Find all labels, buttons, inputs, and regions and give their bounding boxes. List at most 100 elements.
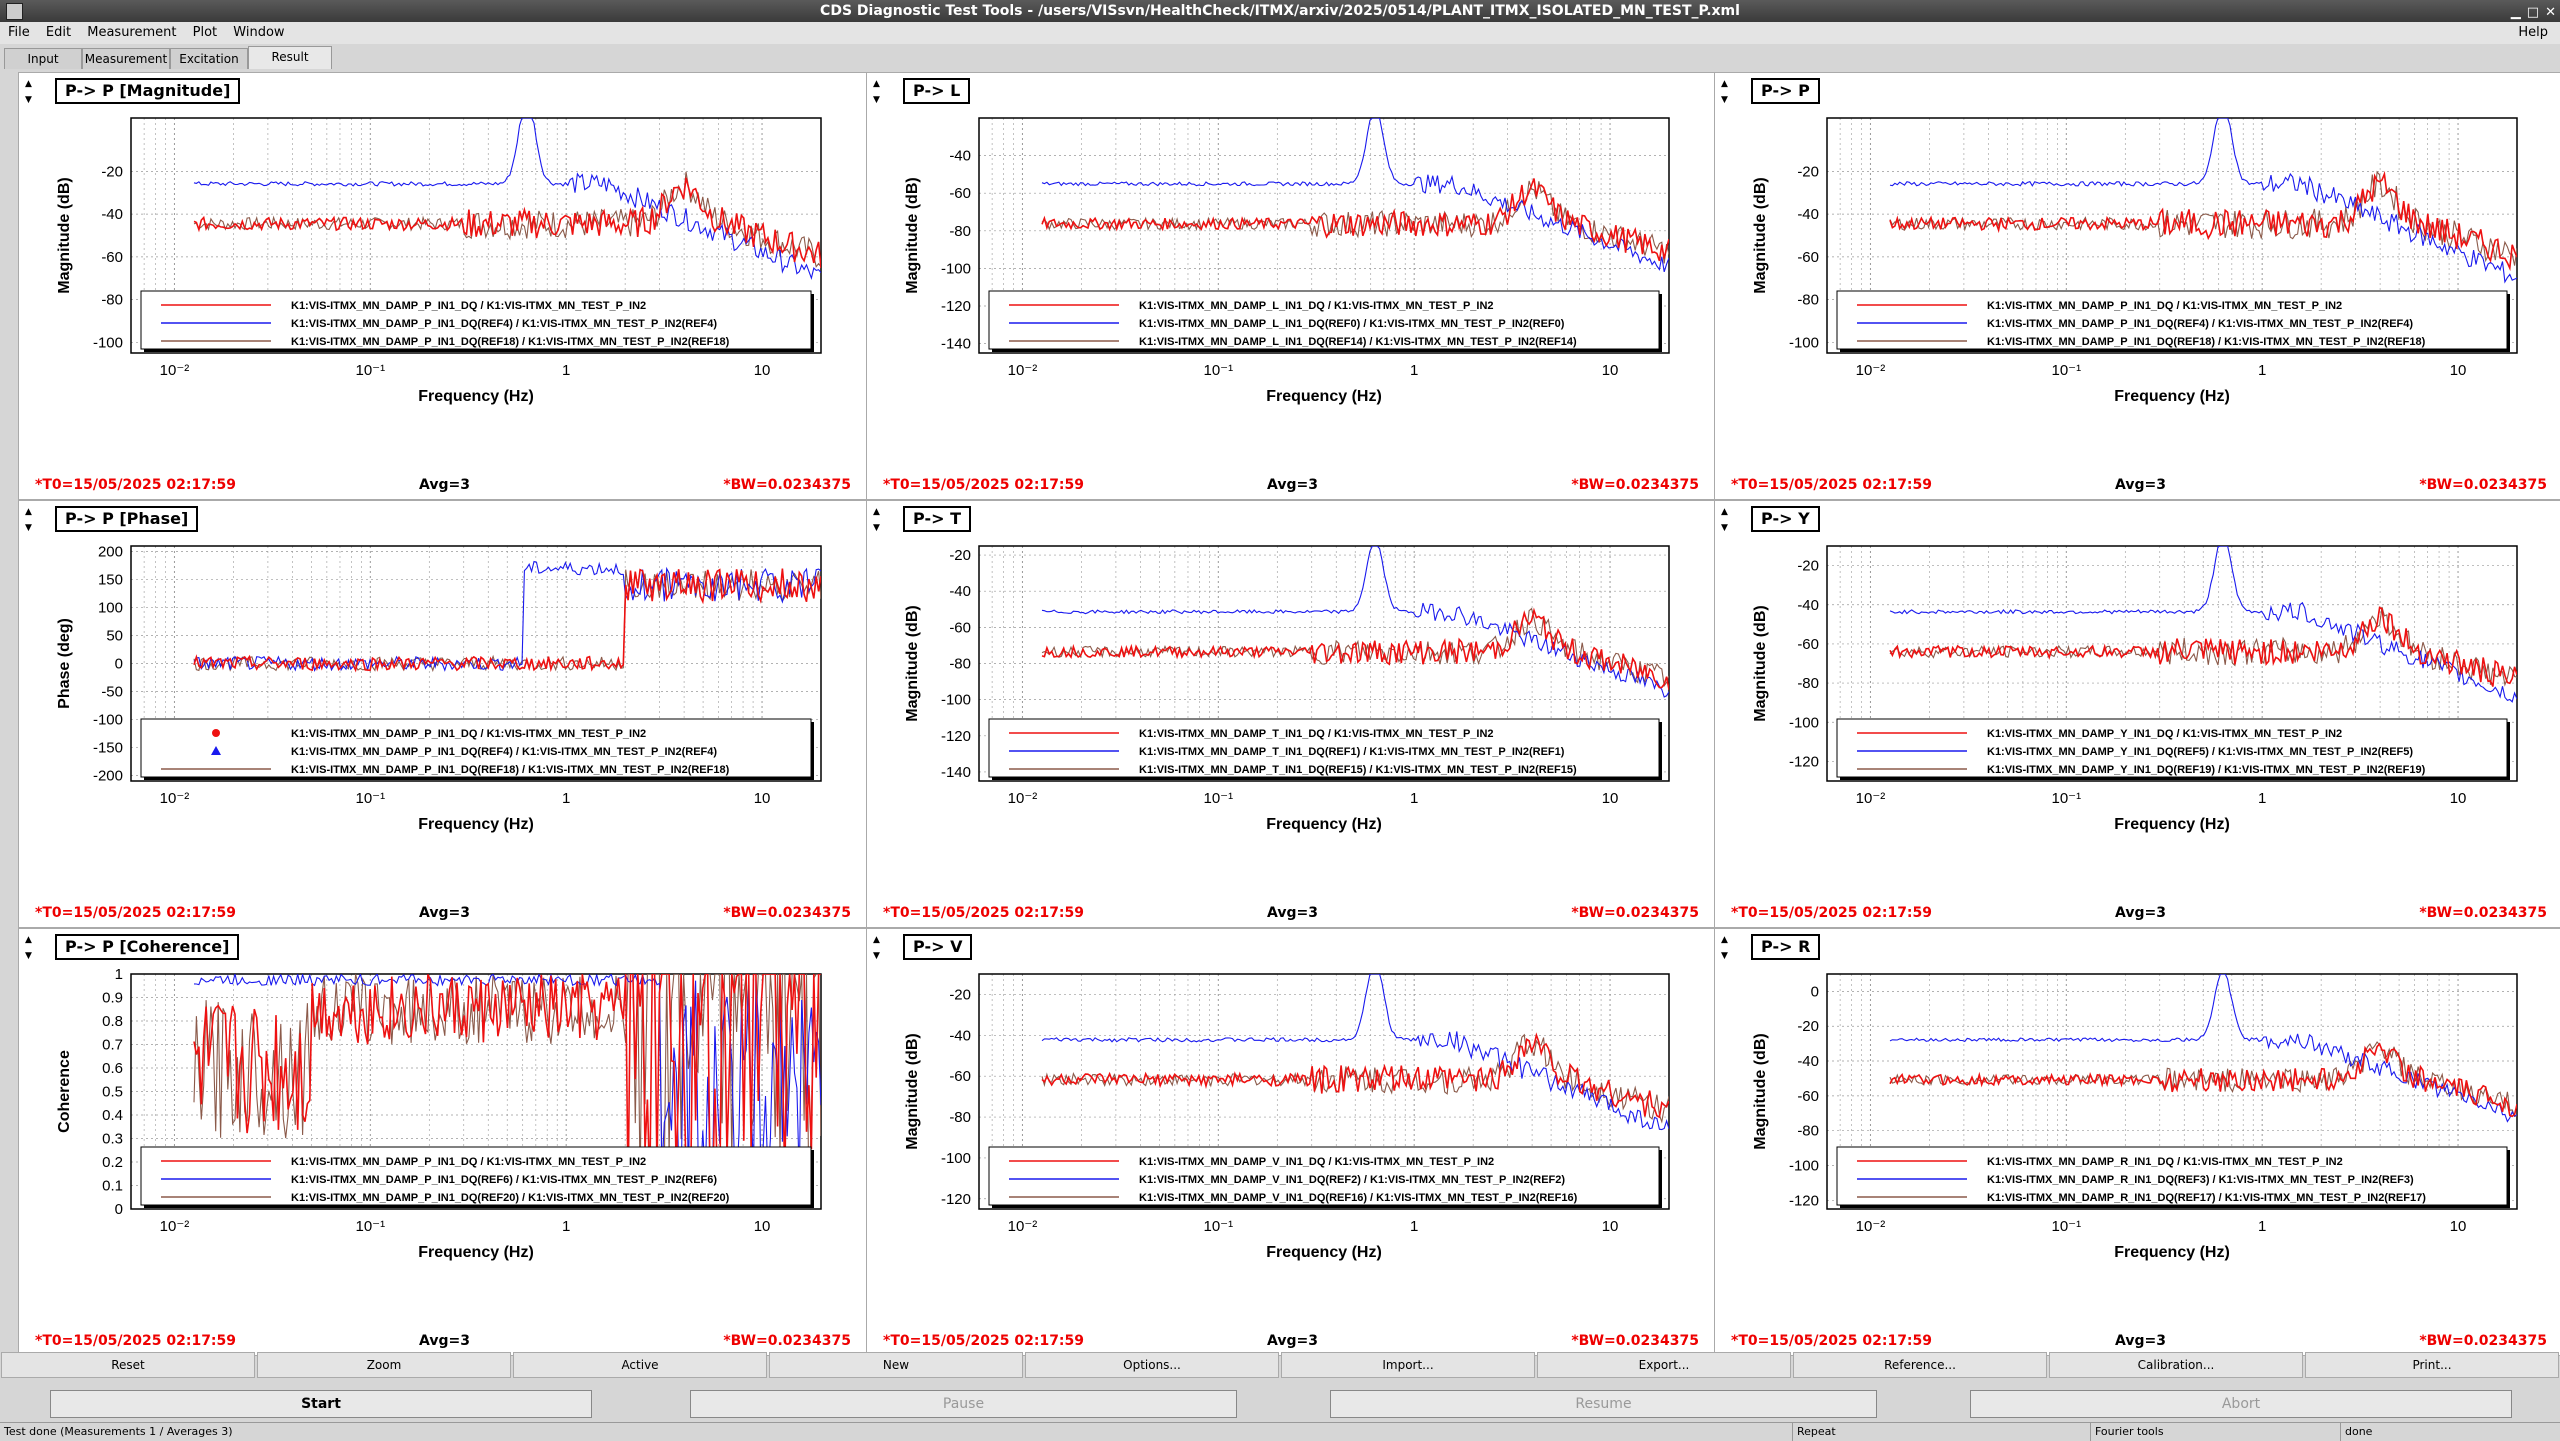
plot-frame	[130, 117, 822, 354]
panel-scroll-down-icon[interactable]: ▼	[25, 951, 32, 961]
menu-file[interactable]: File	[8, 25, 30, 40]
panel-title[interactable]: P-> P [Coherence]	[55, 934, 240, 960]
panel-scroll-up-icon[interactable]: ▲	[1721, 935, 1728, 945]
t0-label: *T0=15/05/2025 02:17:59	[35, 1333, 237, 1349]
panel-title[interactable]: P-> P [Magnitude]	[55, 78, 241, 104]
status-repeat: Repeat	[1792, 1423, 1836, 1441]
plot-canvas[interactable]: -20 -40 -60 -80 -100 -120 10⁻² 10⁻¹ 1 10 Frequency…	[1715, 501, 2560, 901]
panel-scroll-up-icon[interactable]: ▲	[1721, 507, 1728, 517]
panel-title[interactable]: P-> T	[903, 506, 971, 532]
pause-button[interactable]: Pause	[690, 1390, 1237, 1418]
avg-label: Avg=3	[1267, 905, 1318, 921]
panel-scroll-up-icon[interactable]: ▲	[25, 507, 32, 517]
series-trace	[1889, 546, 2517, 703]
plot-panel: ▲ ▼ P-> P -20 -40 -60 -80 -100 10⁻² 10⁻¹ 1 10 Freque…	[1714, 72, 2560, 500]
panel-title[interactable]: P-> V	[903, 934, 973, 960]
legend-entry: K1:VIS-ITMX_MN_DAMP_R_IN1_DQ(REF17) / K1…	[1987, 1192, 2426, 1204]
tab-measurement[interactable]: Measurement	[82, 48, 170, 69]
result-button-active[interactable]: Active	[513, 1352, 767, 1378]
panel-title[interactable]: P-> P [Phase]	[55, 506, 199, 532]
plot-canvas[interactable]: 1 0.9 0.8 0.7 0.6 0.5 0.4 0.3 0.2 0.1 0 10⁻² 10⁻¹ 1 10…	[19, 929, 867, 1329]
plot-canvas[interactable]: -20 -40 -60 -80 -100 -120 -140 10⁻² 10⁻¹ 1 10 Frequ…	[867, 501, 1715, 901]
result-button-calibration[interactable]: Calibration...	[2049, 1352, 2303, 1378]
legend-entry: K1:VIS-ITMX_MN_DAMP_P_IN1_DQ(REF4) / K1:…	[1987, 318, 2413, 330]
result-button-reference[interactable]: Reference...	[1793, 1352, 2047, 1378]
x-tick-label: 10⁻²	[1856, 362, 1886, 379]
y-tick-label: 0.1	[102, 1178, 123, 1195]
panel-scroll-down-icon[interactable]: ▼	[25, 95, 32, 105]
legend-entry: K1:VIS-ITMX_MN_DAMP_P_IN1_DQ / K1:VIS-IT…	[291, 300, 646, 312]
panel-scroll-down-icon[interactable]: ▼	[25, 523, 32, 533]
y-tick-label: -40	[949, 1027, 971, 1044]
window-title: CDS Diagnostic Test Tools - /users/VISsv…	[820, 3, 1740, 19]
result-button-zoom[interactable]: Zoom	[257, 1352, 511, 1378]
plot-canvas[interactable]: -20 -40 -60 -80 -100 10⁻² 10⁻¹ 1 10 Frequency (Hz…	[19, 73, 867, 473]
legend-entry: K1:VIS-ITMX_MN_DAMP_T_IN1_DQ / K1:VIS-IT…	[1139, 728, 1494, 740]
plot-canvas[interactable]: 0 -20 -40 -60 -80 -100 -120 10⁻² 10⁻¹ 1 10 Frequenc…	[1715, 929, 2560, 1329]
result-button-options[interactable]: Options...	[1025, 1352, 1279, 1378]
status-bar: Test done (Measurements 1 / Averages 3) …	[0, 1422, 2560, 1441]
x-axis-label: Frequency (Hz)	[2114, 1244, 2230, 1261]
result-button-import[interactable]: Import...	[1281, 1352, 1535, 1378]
plot-canvas[interactable]: 200 150 100 50 0 -50 -100 -150 -200 10⁻² 10⁻¹ 1 10 Fr…	[19, 501, 867, 901]
trace-group	[193, 560, 821, 673]
trace-group	[193, 118, 821, 280]
panel-title[interactable]: P-> P	[1751, 78, 1820, 104]
plot-frame	[978, 117, 1670, 354]
panel-scroll-up-icon[interactable]: ▲	[873, 935, 880, 945]
legend-entry: K1:VIS-ITMX_MN_DAMP_P_IN1_DQ(REF6) / K1:…	[291, 1174, 717, 1186]
plot-panel: ▲ ▼ P-> T -20 -40 -60 -80 -100 -120 -140 10⁻² 10⁻¹ 1…	[866, 500, 1716, 928]
panel-scroll-up-icon[interactable]: ▲	[25, 79, 32, 89]
tab-input[interactable]: Input	[4, 48, 82, 69]
y-tick-label: 50	[106, 628, 123, 645]
x-tick-label: 1	[2258, 1218, 2266, 1235]
result-button-reset[interactable]: Reset	[1, 1352, 255, 1378]
menu-help[interactable]: Help	[2518, 25, 2548, 40]
panel-scroll-down-icon[interactable]: ▼	[1721, 95, 1728, 105]
result-button-print[interactable]: Print...	[2305, 1352, 2559, 1378]
series-trace	[1889, 1041, 2517, 1117]
result-button-new[interactable]: New	[769, 1352, 1023, 1378]
menu-window[interactable]: Window	[233, 25, 285, 40]
y-tick-label: -80	[101, 292, 123, 309]
panel-title[interactable]: P-> L	[903, 78, 971, 104]
plot-canvas[interactable]: -20 -40 -60 -80 -100 -120 10⁻² 10⁻¹ 1 10 Frequency…	[867, 929, 1715, 1329]
panel-scroll-down-icon[interactable]: ▼	[873, 523, 880, 533]
panel-scroll-down-icon[interactable]: ▼	[873, 951, 880, 961]
tab-result[interactable]: Result	[248, 46, 332, 69]
panel-scroll-down-icon[interactable]: ▼	[1721, 523, 1728, 533]
window-menu-icon[interactable]	[6, 3, 23, 20]
t0-label: *T0=15/05/2025 02:17:59	[883, 1333, 1085, 1349]
y-tick-label: 0.9	[102, 990, 123, 1007]
plot-canvas[interactable]: -20 -40 -60 -80 -100 10⁻² 10⁻¹ 1 10 Frequency (Hz…	[1715, 73, 2560, 473]
panel-scroll-up-icon[interactable]: ▲	[873, 507, 880, 517]
panel-scroll-up-icon[interactable]: ▲	[873, 79, 880, 89]
bw-label: *BW=0.0234375	[723, 1333, 851, 1349]
plot-canvas[interactable]: -40 -60 -80 -100 -120 -140 10⁻² 10⁻¹ 1 10 Frequenc…	[867, 73, 1715, 473]
series-trace	[193, 171, 821, 268]
y-axis-label: Magnitude (dB)	[904, 1033, 921, 1149]
legend-entry: K1:VIS-ITMX_MN_DAMP_P_IN1_DQ / K1:VIS-IT…	[291, 728, 646, 740]
abort-button[interactable]: Abort	[1970, 1390, 2512, 1418]
minimize-icon[interactable]: ▁	[2510, 5, 2521, 20]
menu-plot[interactable]: Plot	[192, 25, 218, 40]
menu-measurement[interactable]: Measurement	[87, 25, 177, 40]
panel-scroll-up-icon[interactable]: ▲	[25, 935, 32, 945]
menu-edit[interactable]: Edit	[45, 25, 72, 40]
panel-scroll-up-icon[interactable]: ▲	[1721, 79, 1728, 89]
panel-title[interactable]: P-> Y	[1751, 506, 1820, 532]
y-axis-label: Magnitude (dB)	[904, 605, 921, 721]
maximize-icon[interactable]: □	[2526, 5, 2540, 20]
tab-excitation[interactable]: Excitation	[170, 48, 248, 69]
panel-scroll-down-icon[interactable]: ▼	[1721, 951, 1728, 961]
panel-title[interactable]: P-> R	[1751, 934, 1821, 960]
series-trace	[193, 974, 821, 1202]
legend-marker	[211, 746, 221, 755]
result-button-export[interactable]: Export...	[1537, 1352, 1791, 1378]
start-button[interactable]: Start	[50, 1390, 592, 1418]
y-axis-label: Magnitude (dB)	[1752, 605, 1769, 721]
series-trace	[1889, 606, 2517, 687]
resume-button[interactable]: Resume	[1330, 1390, 1877, 1418]
panel-scroll-down-icon[interactable]: ▼	[873, 95, 880, 105]
close-icon[interactable]: ✕	[2545, 5, 2556, 20]
